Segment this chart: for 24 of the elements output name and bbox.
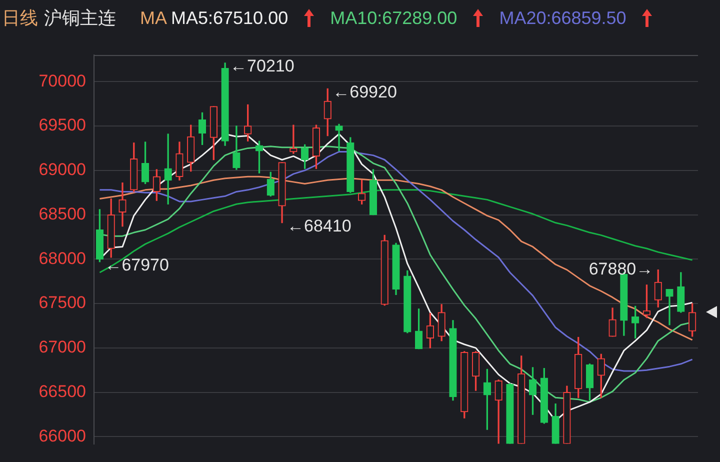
- text: MA20:66859.50: [499, 8, 626, 28]
- candlestick: [335, 124, 343, 152]
- y-tick-label: 69500: [38, 116, 86, 135]
- annotation: ←69920: [332, 82, 397, 102]
- y-tick-label: 66000: [38, 426, 86, 446]
- candlestick: [164, 134, 172, 204]
- y-tick-label: 67500: [38, 293, 86, 312]
- text: MA10:67289.00: [330, 8, 458, 28]
- chart-title: 日线: [2, 7, 38, 30]
- annotation: 67880→: [588, 260, 654, 279]
- y-tick-label: 70000: [38, 71, 86, 90]
- chart-subtitle: 沪铜主连: [44, 7, 116, 30]
- annotation: ←68410: [287, 216, 352, 236]
- y-tick-label: 68000: [38, 248, 86, 268]
- y-tick-label: 67000: [38, 338, 86, 357]
- candlestick: [290, 124, 298, 154]
- y-tick-label: 66500: [38, 382, 86, 402]
- annotation: ←67970: [104, 256, 169, 275]
- legend-title: MA: [140, 8, 167, 28]
- y-tick-label: 68500: [38, 204, 86, 224]
- annotation: ←70210: [230, 56, 294, 76]
- candlestick: [666, 289, 674, 326]
- y-tick-label: 69000: [38, 160, 86, 180]
- text: MA5:67510.00: [171, 8, 288, 28]
